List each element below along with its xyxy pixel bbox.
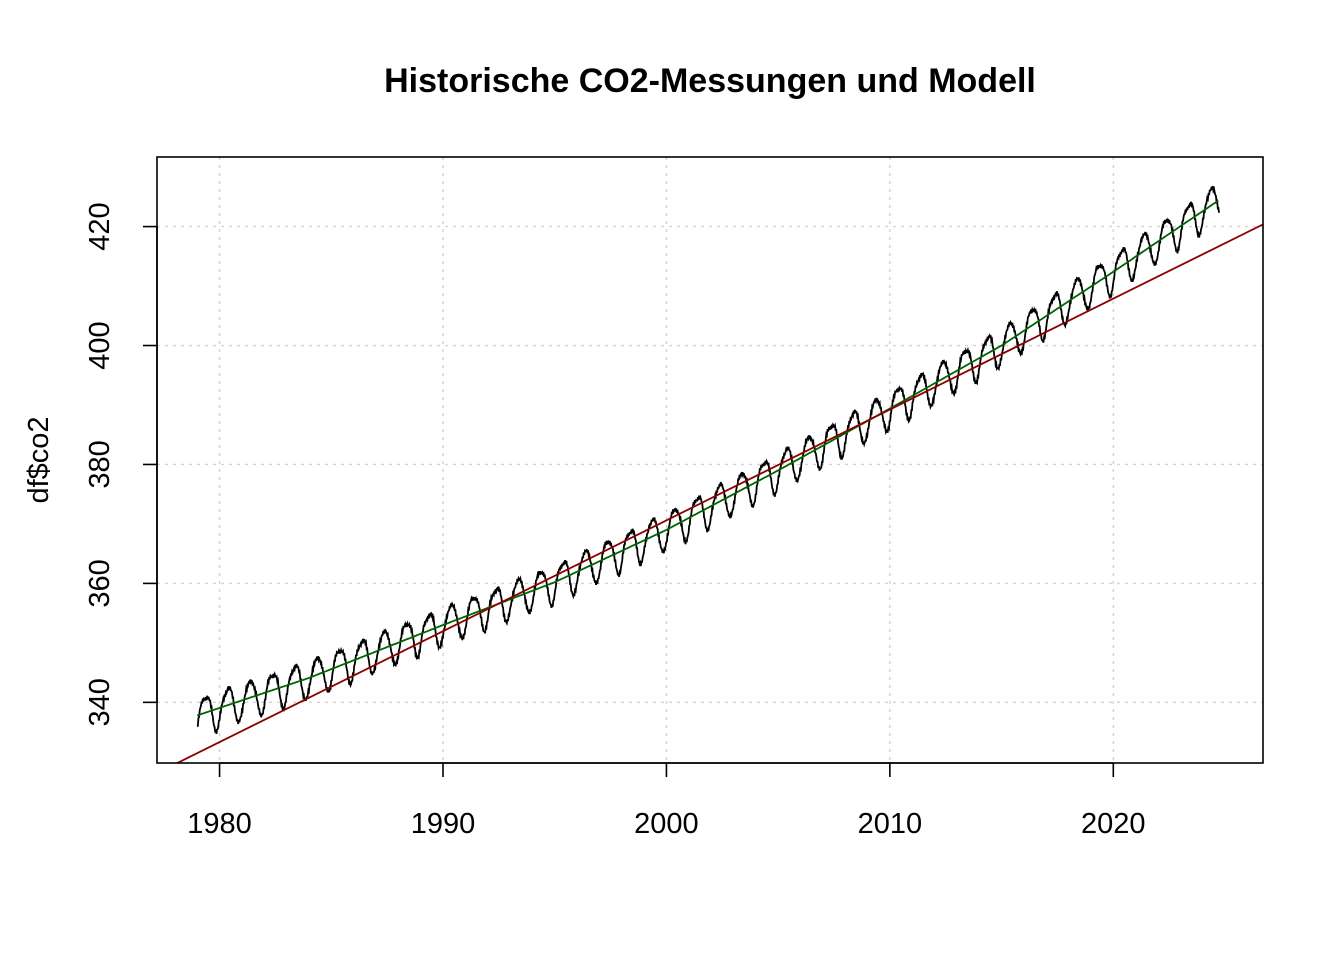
y-tick-label: 400 [84,321,116,369]
series-smoothed-model [196,199,1219,717]
series-linear-regression [175,223,1263,763]
x-axis: 1980 1990 2000 2010 2020 [187,762,1146,840]
x-tick-label: 1990 [411,808,476,840]
x-tick-label: 2000 [634,808,699,840]
y-tick-label: 380 [84,440,116,488]
x-tick-label: 2020 [1081,808,1146,840]
y-tick-label: 360 [84,559,116,607]
series-layer [175,185,1263,763]
series-co2-measurements [196,185,1220,734]
grid [157,157,1263,763]
y-tick-label: 420 [84,202,116,250]
x-tick-label: 2010 [858,808,923,840]
y-axis-label: df$co2 [23,416,55,503]
y-tick-label: 340 [84,678,116,726]
y-axis: 340 360 380 400 420 [84,202,158,727]
x-tick-label: 1980 [187,808,252,840]
chart-title: Historische CO2-Messungen und Modell [384,62,1036,100]
